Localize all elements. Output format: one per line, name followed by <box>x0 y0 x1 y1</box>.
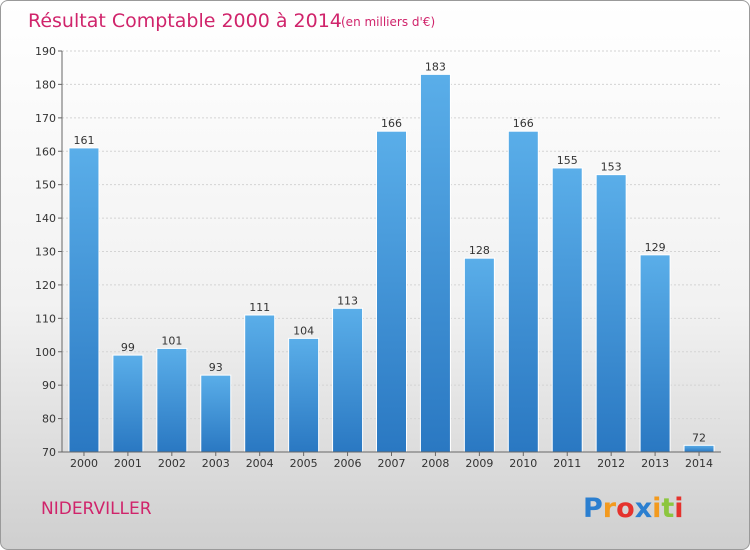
x-tick-label: 2004 <box>246 457 274 470</box>
y-tick-label: 170 <box>35 112 56 125</box>
bar <box>463 257 495 453</box>
x-tick-label: 2013 <box>641 457 669 470</box>
value-label: 99 <box>121 341 135 354</box>
x-tick-label: 2000 <box>70 457 98 470</box>
logo-letter: P <box>583 493 603 524</box>
bar <box>200 374 232 453</box>
value-label: 111 <box>249 301 270 314</box>
proxiti-logo: Proxiti <box>583 493 684 524</box>
value-label: 93 <box>209 361 223 374</box>
y-tick-label: 190 <box>35 45 56 58</box>
value-label: 166 <box>381 117 402 130</box>
y-tick-label: 130 <box>35 246 56 259</box>
value-label: 113 <box>337 294 358 307</box>
y-tick-label: 140 <box>35 212 56 225</box>
bar <box>244 314 276 453</box>
x-tick-label: 2012 <box>597 457 625 470</box>
x-tick-label: 2011 <box>553 457 581 470</box>
value-label: 161 <box>73 134 94 147</box>
y-tick-label: 70 <box>42 446 56 459</box>
bar <box>332 307 364 453</box>
axes: 70 80 90 100 110 120 130 140 150 160 170 180 190 2000… <box>35 45 721 470</box>
value-label: 104 <box>293 324 314 337</box>
bar <box>419 73 451 453</box>
y-tick-label: 120 <box>35 279 56 292</box>
bars: 161 99 101 93 111 104 113 166 183 128 166 155 153 129… <box>68 60 715 453</box>
bar <box>551 167 583 453</box>
y-tick-label: 110 <box>35 312 56 325</box>
bar <box>156 347 188 453</box>
x-tick-label: 2002 <box>158 457 186 470</box>
value-label: 128 <box>469 244 490 257</box>
bar <box>507 130 539 453</box>
x-tick-label: 2008 <box>421 457 449 470</box>
y-tick-label: 100 <box>35 346 56 359</box>
chart-title: Résultat Comptable 2000 à 2014 <box>28 10 342 32</box>
x-tick-label: 2003 <box>202 457 230 470</box>
x-tick-label: 2010 <box>509 457 537 470</box>
logo-letter: x <box>635 493 652 524</box>
y-tick-label: 90 <box>42 379 56 392</box>
value-label: 155 <box>557 154 578 167</box>
chart-subtitle: (en milliers d'€) <box>341 15 435 29</box>
y-tick-label: 80 <box>42 413 56 426</box>
logo-letter: r <box>603 493 617 524</box>
bar <box>112 354 144 453</box>
bar <box>288 337 320 453</box>
y-tick-label: 160 <box>35 145 56 158</box>
logo-letter: t <box>661 493 674 524</box>
x-tick-label: 2014 <box>685 457 713 470</box>
logo-letter: o <box>616 493 635 524</box>
y-tick-label: 180 <box>35 78 56 91</box>
x-tick-label: 2009 <box>465 457 493 470</box>
bar <box>595 174 627 453</box>
value-label: 72 <box>692 431 706 444</box>
bar <box>376 130 407 453</box>
y-tick-label: 150 <box>35 179 56 192</box>
town-name: NIDERVILLER <box>41 499 152 519</box>
bar <box>68 147 100 453</box>
x-tick-label: 2005 <box>290 457 318 470</box>
logo-letter: i <box>674 493 683 524</box>
x-tick-label: 2006 <box>334 457 362 470</box>
value-label: 101 <box>161 334 182 347</box>
value-label: 129 <box>645 241 666 254</box>
value-label: 166 <box>513 117 534 130</box>
x-tick-label: 2007 <box>378 457 406 470</box>
bar <box>639 254 671 453</box>
logo-letter: i <box>652 493 661 524</box>
x-tick-label: 2001 <box>114 457 142 470</box>
value-label: 183 <box>425 60 446 73</box>
bar <box>683 444 715 453</box>
value-label: 153 <box>601 161 622 174</box>
